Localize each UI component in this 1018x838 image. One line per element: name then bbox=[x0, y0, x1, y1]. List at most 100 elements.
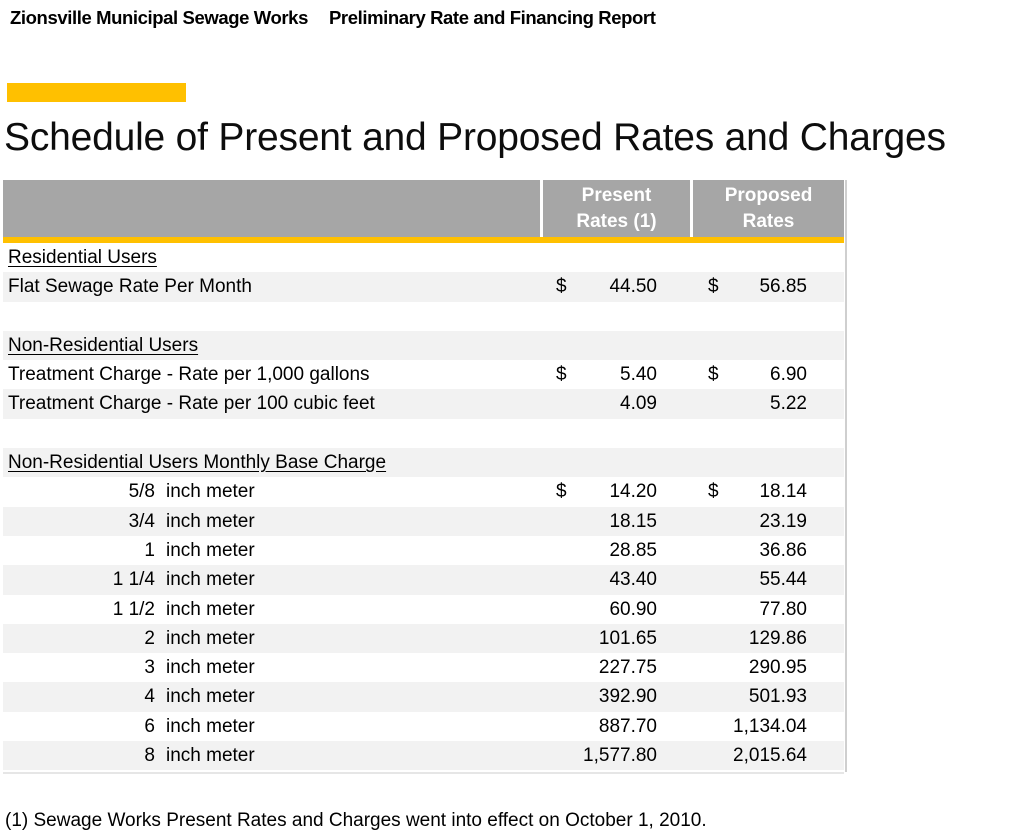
present-rate-cell: 227.75 bbox=[543, 653, 693, 682]
row-label: Flat Sewage Rate Per Month bbox=[8, 276, 252, 298]
header-underline-rule bbox=[3, 237, 844, 243]
table-row-meter: 5/8 inch meter $14.20 $18.14 bbox=[3, 477, 844, 507]
proposed-rate-value: 1,134.04 bbox=[733, 715, 807, 737]
proposed-rate-value: 77.80 bbox=[759, 598, 807, 620]
column-divider bbox=[690, 180, 693, 237]
present-rate-cell: 101.65 bbox=[543, 624, 693, 653]
present-rate-cell: 43.40 bbox=[543, 565, 693, 594]
proposed-dollar-sign: $ bbox=[708, 481, 719, 503]
present-rate-value: 28.85 bbox=[609, 539, 657, 561]
proposed-rate-cell: 129.86 bbox=[693, 624, 844, 653]
table-row-section: Non-Residential Users bbox=[3, 330, 844, 361]
proposed-rate-cell: 36.86 bbox=[693, 536, 844, 565]
present-rate-value: 887.70 bbox=[598, 715, 657, 737]
row-label-cell: 1 1/2 inch meter bbox=[3, 595, 543, 624]
present-rate-value: 43.40 bbox=[609, 569, 657, 591]
meter-size: 8 bbox=[144, 745, 155, 767]
proposed-rate-cell: $6.90 bbox=[693, 360, 844, 389]
proposed-dollar-sign: $ bbox=[708, 364, 719, 386]
meter-size: 1 1/2 bbox=[112, 598, 155, 620]
table-header-description-column bbox=[3, 180, 540, 237]
table-row-blank bbox=[3, 418, 844, 449]
document-header-utility-name: Zionsville Municipal Sewage Works bbox=[10, 7, 308, 28]
proposed-rate-cell: 77.80 bbox=[693, 595, 844, 624]
proposed-rate-value: 56.85 bbox=[759, 276, 807, 298]
document-header-report-name: Preliminary Rate and Financing Report bbox=[328, 7, 656, 28]
row-label-cell: 8 inch meter bbox=[3, 741, 543, 770]
meter-unit: inch meter bbox=[166, 686, 255, 708]
table-row-data: Treatment Charge - Rate per 1,000 gallon… bbox=[3, 360, 844, 390]
present-rate-value: 5.40 bbox=[620, 364, 657, 386]
proposed-rate-cell: 501.93 bbox=[693, 682, 844, 711]
proposed-rate-cell: $18.14 bbox=[693, 477, 844, 506]
table-row-meter: 2 inch meter 101.65 129.86 bbox=[3, 623, 844, 654]
meter-size: 3 bbox=[144, 657, 155, 679]
row-label-cell bbox=[3, 302, 543, 331]
row-label-cell: Treatment Charge - Rate per 1,000 gallon… bbox=[3, 360, 543, 389]
meter-unit: inch meter bbox=[166, 598, 255, 620]
present-rate-value: 1,577.80 bbox=[583, 745, 657, 767]
meter-size: 5/8 bbox=[128, 481, 155, 503]
proposed-rate-value: 129.86 bbox=[748, 627, 807, 649]
table-row-meter: 1 1/2 inch meter 60.90 77.80 bbox=[3, 594, 844, 624]
table-row-meter: 4 inch meter 392.90 501.93 bbox=[3, 682, 844, 712]
row-label-cell: 2 inch meter bbox=[3, 624, 543, 653]
proposed-rate-value: 5.22 bbox=[770, 393, 807, 415]
present-rate-cell: 28.85 bbox=[543, 536, 693, 565]
proposed-rates-label-line2: Rates bbox=[742, 210, 795, 232]
meter-size: 3/4 bbox=[128, 510, 155, 532]
row-label-cell: Residential Users bbox=[3, 243, 543, 272]
present-rate-cell: $14.20 bbox=[543, 477, 693, 506]
table-row-meter: 3 inch meter 227.75 290.95 bbox=[3, 653, 844, 683]
proposed-rate-cell: 23.19 bbox=[693, 507, 844, 536]
present-rate-value: 60.90 bbox=[609, 598, 657, 620]
proposed-rate-value: 36.86 bbox=[759, 539, 807, 561]
meter-unit: inch meter bbox=[166, 715, 255, 737]
present-rate-cell: 392.90 bbox=[543, 682, 693, 711]
proposed-rate-value: 6.90 bbox=[770, 364, 807, 386]
row-label-cell: 1 inch meter bbox=[3, 536, 543, 565]
proposed-rate-cell: 290.95 bbox=[693, 653, 844, 682]
row-label-cell: Non-Residential Users Monthly Base Charg… bbox=[3, 448, 543, 477]
table-row-blank bbox=[3, 301, 844, 331]
present-rate-value: 18.15 bbox=[609, 510, 657, 532]
row-label-cell: Non-Residential Users bbox=[3, 331, 543, 360]
row-label: Treatment Charge - Rate per 100 cubic fe… bbox=[8, 393, 375, 415]
row-label-cell: 4 inch meter bbox=[3, 682, 543, 711]
proposed-rate-value: 23.19 bbox=[759, 510, 807, 532]
present-rate-cell: 60.90 bbox=[543, 595, 693, 624]
present-rate-value: 14.20 bbox=[609, 481, 657, 503]
present-dollar-sign: $ bbox=[556, 276, 567, 298]
row-label-cell: Flat Sewage Rate Per Month bbox=[3, 272, 543, 301]
present-rate-value: 227.75 bbox=[598, 657, 657, 679]
present-dollar-sign: $ bbox=[556, 364, 567, 386]
present-rate-cell: $5.40 bbox=[543, 360, 693, 389]
row-label: Treatment Charge - Rate per 1,000 gallon… bbox=[8, 364, 370, 386]
table-row-data: Treatment Charge - Rate per 100 cubic fe… bbox=[3, 389, 844, 419]
row-label-cell: 3/4 inch meter bbox=[3, 507, 543, 536]
proposed-rate-value: 501.93 bbox=[748, 686, 807, 708]
proposed-rate-value: 55.44 bbox=[759, 569, 807, 591]
meter-size: 4 bbox=[144, 686, 155, 708]
meter-unit: inch meter bbox=[166, 657, 255, 679]
proposed-rate-cell: 2,015.64 bbox=[693, 741, 844, 770]
proposed-rate-cell: 5.22 bbox=[693, 389, 844, 418]
table-row-section: Residential Users bbox=[3, 243, 844, 273]
row-label-cell: 6 inch meter bbox=[3, 712, 543, 741]
table-row-section: Non-Residential Users Monthly Base Charg… bbox=[3, 448, 844, 478]
meter-unit: inch meter bbox=[166, 627, 255, 649]
proposed-rate-cell: 55.44 bbox=[693, 565, 844, 594]
footnote: (1) Sewage Works Present Rates and Charg… bbox=[5, 810, 707, 831]
table-header-present-rates: Present Rates (1) bbox=[543, 180, 690, 237]
present-rates-label-line1: Present bbox=[581, 184, 652, 206]
present-rate-value: 392.90 bbox=[598, 686, 657, 708]
table-header-row: Present Rates (1) Proposed Rates bbox=[3, 180, 844, 237]
present-rate-value: 4.09 bbox=[620, 393, 657, 415]
table-row-meter: 1 inch meter 28.85 36.86 bbox=[3, 535, 844, 566]
proposed-dollar-sign: $ bbox=[708, 276, 719, 298]
page-title: Schedule of Present and Proposed Rates a… bbox=[4, 116, 946, 159]
present-rate-cell: $44.50 bbox=[543, 272, 693, 301]
table-bottom-edge-line bbox=[3, 772, 844, 774]
table-row-meter: 6 inch meter 887.70 1,134.04 bbox=[3, 711, 844, 742]
meter-unit: inch meter bbox=[166, 510, 255, 532]
